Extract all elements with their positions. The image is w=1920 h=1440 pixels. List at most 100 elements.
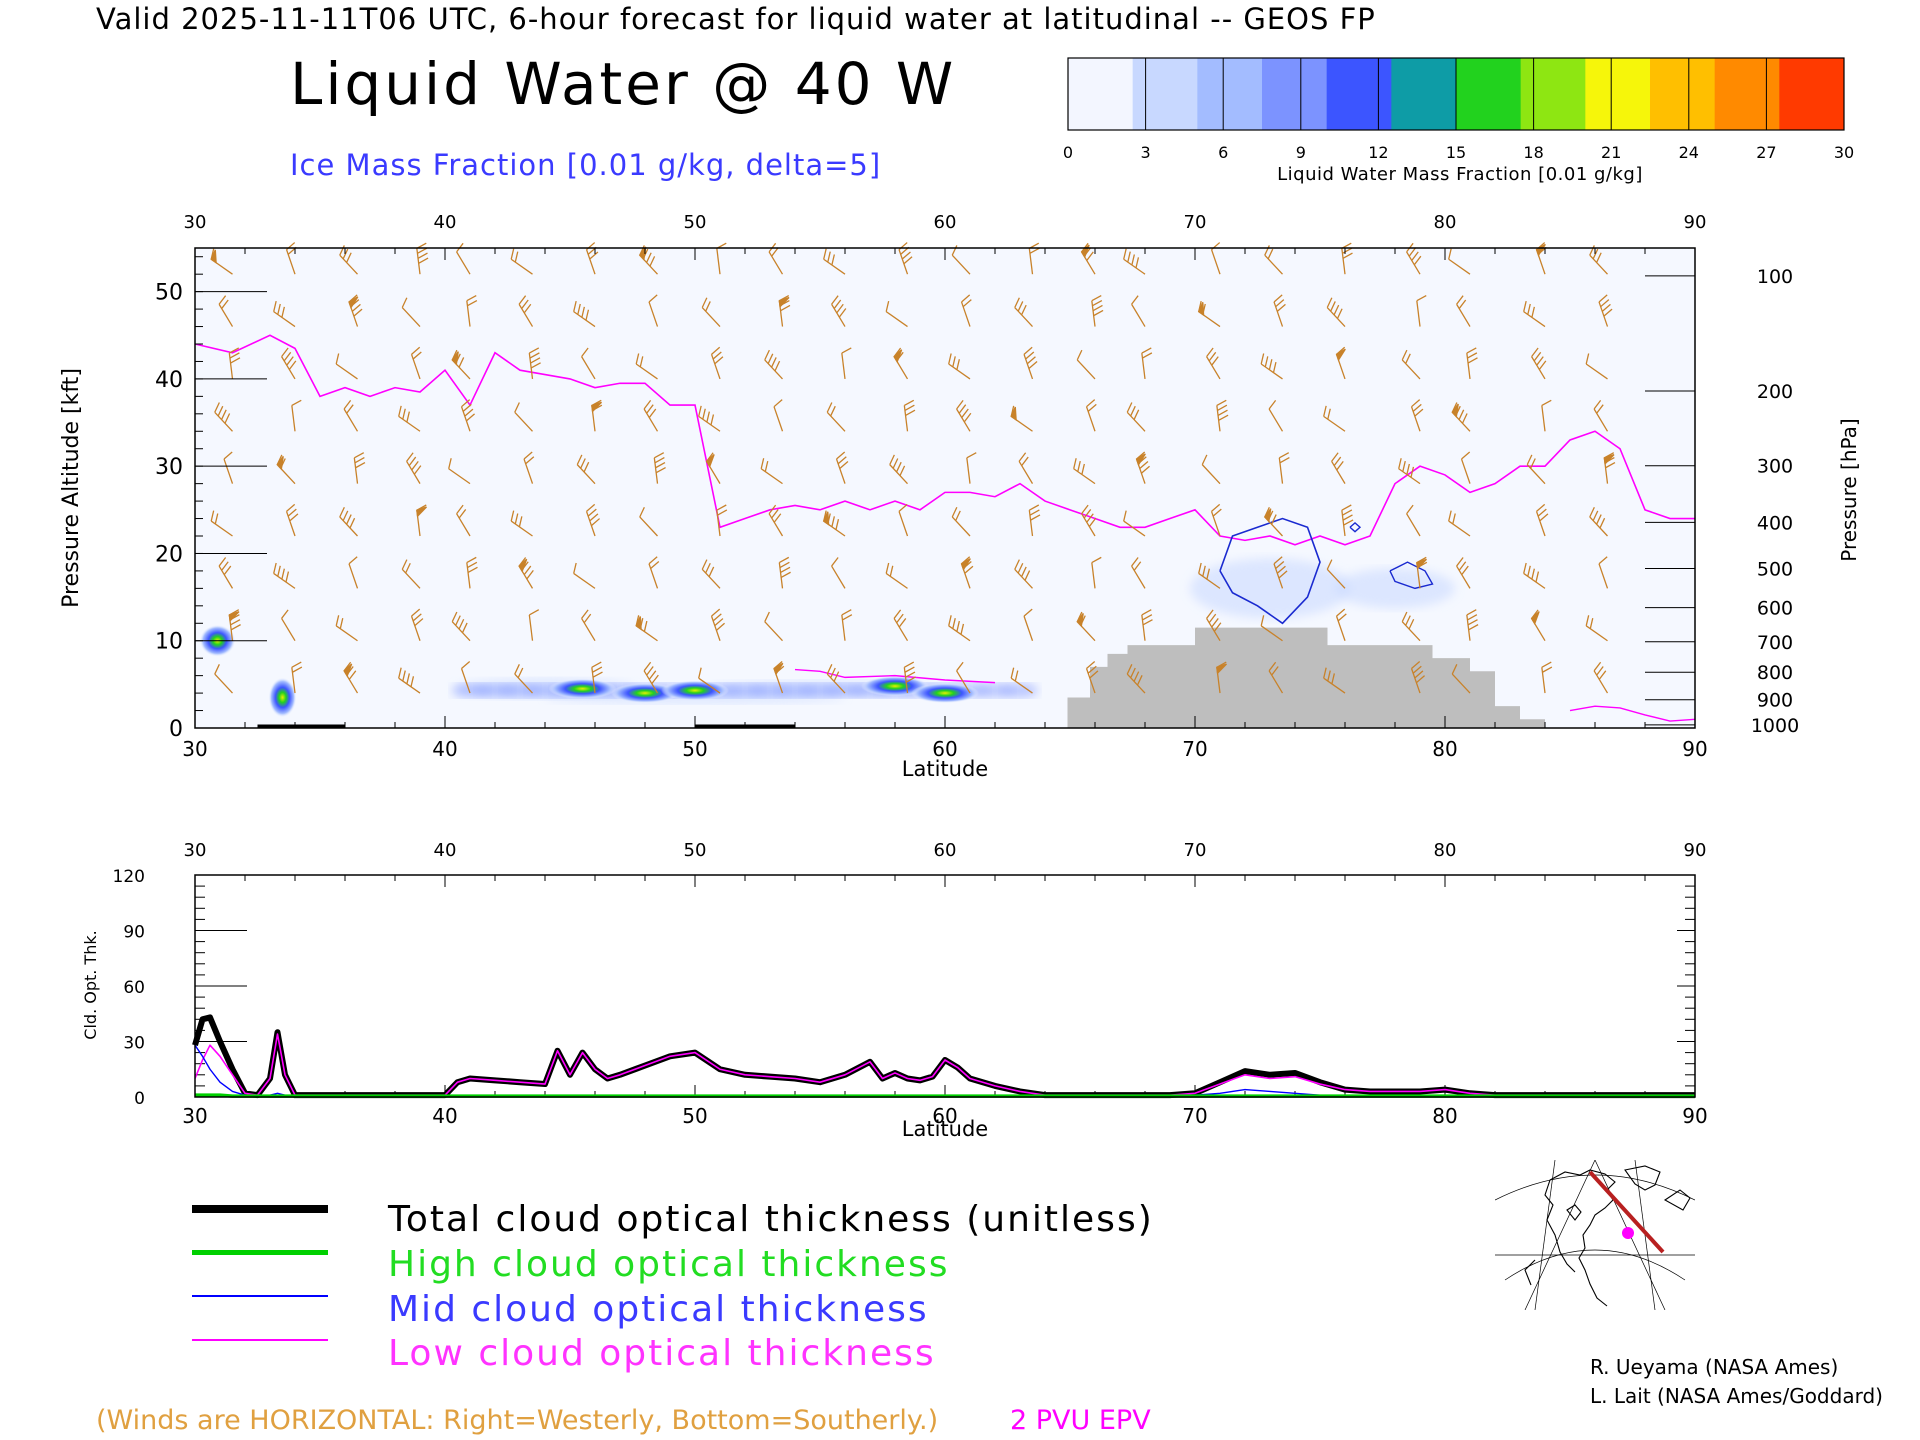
chart-subtitle: Ice Mass Fraction [0.01 g/kg, delta=5] [290, 148, 882, 182]
wind-barb [1398, 458, 1421, 485]
y-tick-label: 20 [155, 542, 183, 567]
wind-barb [698, 405, 721, 432]
wind-barb [514, 664, 533, 694]
cot-y-tick-label: 120 [113, 867, 145, 887]
pressure-tick-label: 600 [1757, 598, 1793, 620]
pressure-tick-label: 800 [1757, 662, 1793, 684]
wind-barb [948, 615, 971, 642]
wind-barb [1126, 402, 1146, 432]
wind-barb [1126, 664, 1146, 694]
wind-barb [773, 399, 784, 432]
wind-barb [903, 661, 916, 694]
wind-barb [1541, 661, 1553, 694]
wind-barb [291, 661, 303, 694]
wind-barb [573, 300, 596, 328]
wind-barb [1331, 452, 1346, 484]
wind-barb [1603, 452, 1616, 484]
pressure-tick-label: 1000 [1751, 715, 1799, 737]
cot-top-tick-label: 60 [934, 840, 957, 861]
legend-label-mid: Mid cloud optical thickness [388, 1289, 929, 1330]
colorbar-tick-label: 9 [1296, 143, 1306, 162]
wind-barb [698, 667, 721, 694]
cot-y-tick-label: 30 [123, 1034, 145, 1054]
wind-barb [1081, 504, 1097, 537]
cloud-band [727, 683, 763, 698]
wind-barb [710, 346, 724, 380]
wind-barb [1593, 661, 1609, 694]
wind-barb [889, 454, 908, 485]
wind-barb [639, 506, 658, 537]
wind-barb [893, 609, 909, 642]
wind-barb [823, 248, 846, 275]
cloud-band [477, 683, 513, 698]
x-tick-label: 40 [432, 737, 457, 761]
wind-barb [1197, 300, 1221, 328]
wind-barb [885, 300, 908, 328]
wind-barb [1323, 405, 1346, 432]
wind-barb [285, 503, 299, 537]
wind-barb [1341, 504, 1354, 537]
page-title: Liquid Water @ 40 W [290, 50, 957, 118]
wind-barb [710, 608, 725, 641]
wind-barb [1335, 608, 1347, 641]
wind-barb [1091, 556, 1102, 589]
pressure-tick-label: 300 [1757, 456, 1793, 478]
cot-x-tick-label: 30 [182, 1104, 207, 1128]
credit-ueyama: R. Ueyama (NASA Ames) [1590, 1355, 1839, 1379]
cot-top-tick-label: 40 [434, 840, 457, 861]
cot-top-tick-label: 50 [684, 840, 707, 861]
wind-barb [528, 609, 540, 641]
wind-barb [591, 661, 603, 694]
wind-barb [1123, 248, 1146, 275]
wind-barb [1466, 347, 1478, 379]
wind-barb [1451, 664, 1471, 694]
top-tick-label: 90 [1684, 212, 1707, 233]
wind-barb [1416, 556, 1428, 589]
wind-barb [885, 562, 908, 589]
wind-barb [1073, 458, 1096, 485]
wind-barb [1523, 300, 1546, 328]
cot-x-tick-label: 70 [1182, 1104, 1207, 1128]
wind-barb [228, 347, 241, 379]
cloud-band [827, 683, 863, 698]
ice-mass-contour [1389, 561, 1434, 590]
cot-y-axis-label: Cld. Opt. Thk. [81, 930, 100, 1039]
wind-barb [1526, 454, 1546, 485]
wind-barb [1335, 346, 1346, 380]
y-tick-label: 0 [169, 717, 183, 742]
wind-barb [1268, 661, 1284, 694]
x-tick-label: 80 [1432, 737, 1457, 761]
cloud-optical-thickness-chart: 30 40 50 60 70 80 90 30 40 50 60 70 80 90 0 30 60 90 120 L… [81, 840, 1708, 1141]
wind-barb [416, 504, 427, 537]
epv-low-contour [794, 668, 996, 684]
wind-barb [401, 297, 421, 327]
wind-barb [643, 400, 659, 432]
top-tick-label: 80 [1434, 212, 1457, 233]
y-axis-label-right: Pressure [hPa] [1837, 418, 1861, 561]
wind-barb [1535, 503, 1549, 537]
wind-barb [1085, 660, 1099, 694]
x-axis-label: Latitude [902, 757, 988, 780]
wind-barb [1198, 562, 1221, 589]
wind-barb [1416, 294, 1427, 327]
cloud-band [1002, 683, 1038, 698]
wind-barb [831, 557, 846, 589]
colorbar-segment [1456, 58, 1522, 130]
wind-barb [643, 661, 659, 694]
cloud-haze [1335, 568, 1455, 609]
wind-barb [1216, 399, 1229, 432]
colorbar-segment [1650, 58, 1716, 130]
wind-barb [1448, 510, 1471, 537]
cot-x-tick-label: 50 [682, 1104, 707, 1128]
valid-time-header: Valid 2025-11-11T06 UTC, 6-hour forecast… [96, 2, 1376, 36]
wind-barb [448, 458, 471, 485]
wind-barb [348, 294, 363, 327]
wind-barb [410, 608, 424, 641]
wind-barb [648, 556, 660, 589]
y-tick-label: 40 [155, 368, 183, 393]
pressure-tick-label: 400 [1757, 512, 1793, 534]
wind-barb [591, 399, 603, 432]
liquid-water-blob [911, 683, 979, 704]
wind-barb [1531, 347, 1547, 380]
